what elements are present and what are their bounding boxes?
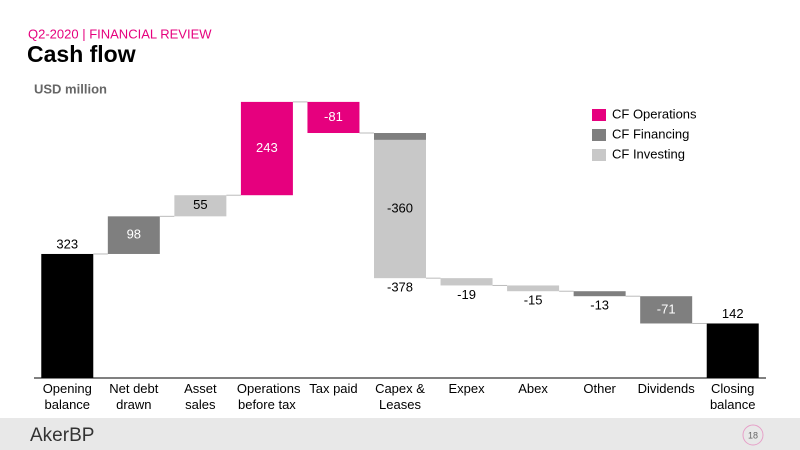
- bar: [440, 278, 493, 286]
- bar: [374, 133, 426, 140]
- data-label: -71: [657, 301, 676, 316]
- total-bar: [41, 253, 94, 378]
- legend-swatch: [592, 149, 606, 161]
- legend-label: CF Financing: [612, 126, 689, 141]
- data-label: -360: [387, 200, 413, 215]
- x-tick-label: Capex & Leases: [375, 381, 425, 412]
- x-tick-label: Closing balance: [709, 381, 756, 412]
- kicker: Q2-2020 | FINANCIAL REVIEW: [28, 26, 212, 41]
- bar: [307, 101, 360, 134]
- logo: AkerBP: [30, 425, 94, 446]
- x-tick-label: Dividends: [637, 381, 695, 396]
- data-label: -13: [590, 298, 609, 313]
- annotation: -378: [387, 280, 413, 295]
- bar: [374, 139, 426, 279]
- footer-band: [0, 418, 800, 450]
- legend-label: CF Operations: [612, 106, 697, 121]
- bar: [507, 285, 560, 292]
- bar: [107, 216, 160, 254]
- data-label: -15: [524, 293, 543, 308]
- x-tick-label: Opening balance: [42, 381, 92, 412]
- data-label: 55: [193, 197, 207, 212]
- page-number: 18: [748, 430, 758, 440]
- data-label: 323: [56, 236, 78, 251]
- bar: [573, 291, 626, 297]
- x-tick-label: Tax paid: [309, 381, 358, 396]
- legend-swatch: [592, 129, 606, 141]
- bar: [640, 296, 693, 324]
- bar: [240, 101, 293, 196]
- legend-label: CF Investing: [612, 146, 685, 161]
- page-circle: [742, 424, 764, 446]
- data-label: 98: [127, 227, 141, 242]
- x-tick-label: Operations before tax: [236, 381, 301, 412]
- x-tick-label: Abex: [518, 381, 548, 396]
- total-bar: [706, 323, 759, 378]
- data-label: 243: [256, 140, 278, 155]
- slide-title: Cash flow: [27, 41, 136, 67]
- x-tick-label: Asset sales: [184, 381, 217, 412]
- bar: [174, 195, 227, 217]
- legend-swatch: [592, 109, 606, 121]
- x-tick-label: Net debt drawn: [109, 381, 159, 412]
- data-label: -19: [457, 287, 476, 302]
- x-tick-label: Expex: [448, 381, 485, 396]
- x-tick-label: Other: [583, 381, 616, 396]
- data-label: -81: [324, 109, 343, 124]
- unit-label: USD million: [34, 81, 107, 96]
- data-label: 142: [722, 306, 744, 321]
